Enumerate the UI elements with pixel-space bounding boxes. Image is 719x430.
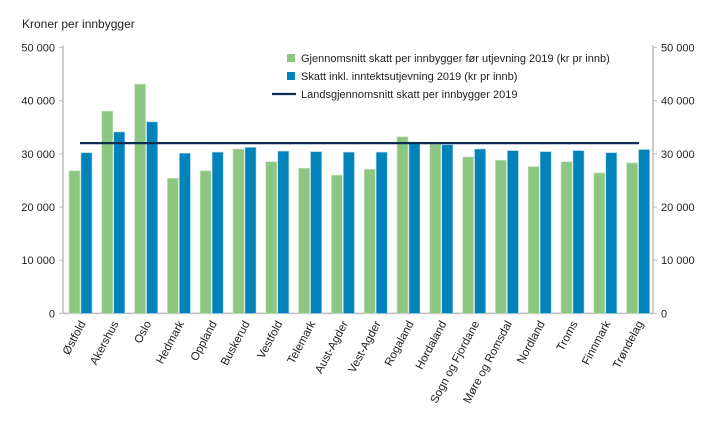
left-tick-label: 50 000 bbox=[21, 42, 55, 54]
bar-skatt-inkl-utjevning bbox=[441, 144, 454, 314]
bar-skatt-for-utjevning bbox=[298, 167, 310, 314]
bar-skatt-inkl-utjevning bbox=[146, 121, 158, 314]
right-tick-label: 30 000 bbox=[661, 149, 695, 161]
legend-swatch bbox=[287, 72, 295, 80]
right-tick-label: 20 000 bbox=[661, 202, 695, 214]
bar-skatt-inkl-utjevning bbox=[310, 151, 322, 314]
bar-skatt-inkl-utjevning bbox=[605, 152, 618, 314]
right-tick-label: 10 000 bbox=[661, 255, 695, 267]
bar-skatt-inkl-utjevning bbox=[474, 148, 486, 314]
x-tick-label: Hordaland bbox=[414, 319, 450, 371]
bar-skatt-inkl-utjevning bbox=[277, 150, 290, 314]
y-axis-label: Kroner per innbygger bbox=[22, 17, 135, 31]
left-tick-label: 30 000 bbox=[21, 149, 55, 161]
right-tick-label: 40 000 bbox=[661, 96, 695, 108]
x-tick-label: Rogaland bbox=[383, 319, 417, 368]
left-tick-label: 0 bbox=[49, 308, 55, 320]
x-tick-label: Hedmark bbox=[155, 319, 188, 366]
bar-skatt-for-utjevning bbox=[593, 172, 606, 314]
legend-label: Landsgjennomsnitt skatt per innbygger 20… bbox=[301, 89, 517, 101]
left-tick-label: 20 000 bbox=[21, 202, 55, 214]
bar-skatt-inkl-utjevning bbox=[408, 141, 421, 314]
bar-skatt-inkl-utjevning bbox=[375, 151, 388, 314]
legend-label: Gjennomsnitt skatt per innbygger før utj… bbox=[301, 53, 610, 65]
bar-skatt-inkl-utjevning bbox=[539, 151, 552, 314]
bar-skatt-for-utjevning bbox=[265, 161, 278, 314]
x-tick-label: Vestfold bbox=[256, 319, 286, 361]
x-tick-label: Oppland bbox=[189, 319, 220, 363]
bar-skatt-inkl-utjevning bbox=[211, 151, 224, 314]
bar-skatt-for-utjevning bbox=[101, 110, 114, 314]
bar-skatt-for-utjevning bbox=[363, 168, 376, 314]
x-tick-label: Troms bbox=[555, 319, 581, 353]
bar-skatt-inkl-utjevning bbox=[507, 150, 519, 314]
bar-skatt-inkl-utjevning bbox=[80, 152, 93, 314]
x-tick-label: Oslo bbox=[133, 319, 155, 346]
left-tick-label: 10 000 bbox=[21, 255, 55, 267]
bar-skatt-for-utjevning bbox=[626, 162, 638, 314]
bar-skatt-for-utjevning bbox=[396, 136, 409, 314]
left-tick-label: 40 000 bbox=[21, 96, 55, 108]
legend-swatch bbox=[287, 54, 295, 62]
right-tick-label: 0 bbox=[661, 308, 667, 320]
bar-skatt-for-utjevning bbox=[462, 156, 474, 314]
bar-skatt-for-utjevning bbox=[134, 83, 146, 314]
x-tick-label: Akershus bbox=[88, 319, 121, 367]
x-tick-label: Buskerud bbox=[219, 319, 252, 368]
x-tick-label: Trøndelag bbox=[611, 319, 646, 371]
bar-skatt-for-utjevning bbox=[527, 166, 540, 314]
bar-skatt-for-utjevning bbox=[560, 161, 573, 314]
x-tick-label: Nordland bbox=[515, 319, 548, 366]
legend-label: Skatt inkl. inntektsutjevning 2019 (kr p… bbox=[301, 71, 517, 83]
bar-skatt-inkl-utjevning bbox=[244, 147, 257, 314]
legend: Gjennomsnitt skatt per innbygger før utj… bbox=[272, 53, 610, 101]
bar-skatt-inkl-utjevning bbox=[113, 131, 126, 314]
x-tick-label: Telemark bbox=[286, 319, 319, 366]
bar-skatt-for-utjevning bbox=[167, 177, 179, 314]
x-tick-label: Finnmark bbox=[580, 319, 613, 367]
bar-skatt-for-utjevning bbox=[495, 159, 507, 314]
bar-skatt-inkl-utjevning bbox=[638, 149, 650, 314]
bar-skatt-for-utjevning bbox=[199, 170, 212, 314]
x-tick-label: Østfold bbox=[61, 319, 89, 357]
bar-skatt-for-utjevning bbox=[68, 170, 81, 314]
bar-skatt-for-utjevning bbox=[232, 148, 245, 314]
x-tick-label: Vest-Agder bbox=[347, 319, 384, 375]
bar-skatt-for-utjevning bbox=[331, 174, 343, 314]
x-tick-label: Aust-Agder bbox=[313, 319, 351, 376]
bar-skatt-inkl-utjevning bbox=[179, 152, 191, 314]
bar-skatt-inkl-utjevning bbox=[343, 151, 355, 314]
right-tick-label: 50 000 bbox=[661, 42, 695, 54]
bar-skatt-inkl-utjevning bbox=[572, 150, 585, 314]
bar-skatt-for-utjevning bbox=[429, 143, 442, 314]
